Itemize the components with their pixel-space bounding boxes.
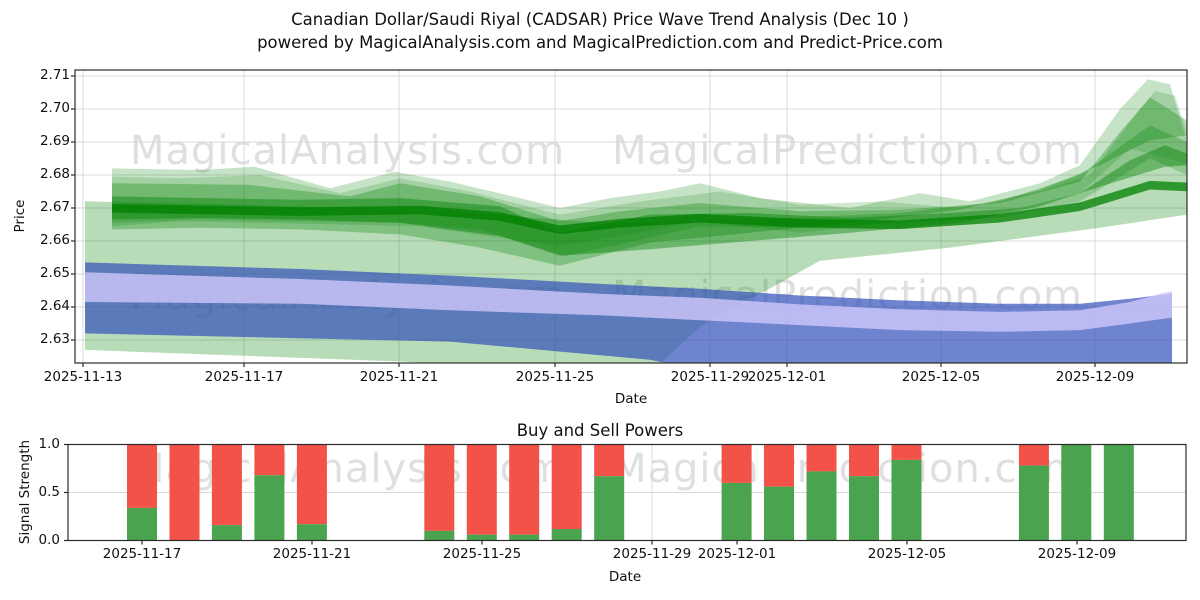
sell-bar bbox=[466, 444, 497, 535]
buy-bar bbox=[1061, 444, 1092, 541]
price-xaxis-label: Date bbox=[614, 391, 648, 407]
watermark-magicalanalysis: MagicalAnalysis.com bbox=[130, 128, 566, 174]
signal-xtick-label: 2025-12-09 bbox=[1037, 546, 1117, 562]
price-xtick-label: 2025-11-17 bbox=[204, 369, 284, 385]
buy-bar bbox=[1018, 465, 1049, 541]
sell-bar bbox=[254, 444, 285, 476]
sell-bar bbox=[551, 444, 582, 529]
price-band-green-core bbox=[112, 145, 1187, 256]
sell-bar bbox=[891, 444, 922, 460]
chart-title-line2: powered by MagicalAnalysis.com and Magic… bbox=[257, 33, 943, 52]
price-ytick-label: 2.63 bbox=[39, 331, 70, 347]
signal-chart-title: Buy and Sell Powers bbox=[516, 421, 684, 440]
buy-bar bbox=[1103, 444, 1134, 541]
buy-bar bbox=[806, 471, 837, 541]
sell-bar bbox=[296, 444, 327, 525]
price-xtick-label: 2025-12-01 bbox=[747, 369, 827, 385]
signal-ytick-label: 0.5 bbox=[38, 483, 60, 500]
buy-bar bbox=[594, 476, 625, 541]
price-ytick-label: 2.70 bbox=[39, 100, 70, 116]
sell-bar bbox=[806, 444, 837, 472]
signal-ytick-label: 0.0 bbox=[38, 531, 60, 548]
sell-bar bbox=[764, 444, 794, 487]
buy-bar bbox=[764, 486, 794, 541]
price-ytick-label: 2.65 bbox=[39, 265, 70, 281]
price-xtick-label: 2025-11-21 bbox=[359, 369, 439, 385]
signal-xtick-label: 2025-12-05 bbox=[867, 546, 947, 562]
price-xtick-label: 2025-11-13 bbox=[43, 369, 123, 385]
buy-bar bbox=[466, 534, 497, 541]
price-xtick-label: 2025-12-05 bbox=[901, 369, 981, 385]
sell-bar bbox=[721, 444, 752, 483]
price-xtick-label: 2025-11-25 bbox=[515, 369, 595, 385]
sell-bar bbox=[127, 444, 157, 508]
buy-bar bbox=[891, 459, 922, 541]
sell-bar bbox=[1018, 444, 1049, 466]
price-plot-border bbox=[74, 69, 1188, 364]
chart-title-line1: Canadian Dollar/Saudi Riyal (CADSAR) Pri… bbox=[291, 10, 909, 29]
sell-bar bbox=[169, 444, 200, 541]
watermark-magicalprediction: MagicalPrediction.com bbox=[612, 128, 1083, 174]
price-ytick-label: 2.67 bbox=[39, 199, 70, 215]
sell-bar bbox=[594, 444, 625, 477]
price-ytick-label: 2.71 bbox=[39, 67, 70, 83]
price-band-purple-band bbox=[85, 272, 1172, 332]
signal-xtick-label: 2025-11-17 bbox=[102, 546, 182, 562]
buy-bar bbox=[211, 525, 242, 541]
buy-bar bbox=[551, 529, 582, 541]
buy-bar bbox=[509, 534, 540, 541]
price-ytick-label: 2.64 bbox=[39, 298, 70, 314]
price-band-green-mid bbox=[112, 97, 1187, 266]
sell-bar bbox=[211, 444, 242, 526]
price-xtick-label: 2025-12-09 bbox=[1055, 369, 1135, 385]
signal-xtick-label: 2025-11-21 bbox=[272, 546, 352, 562]
buy-bar bbox=[254, 475, 285, 541]
signal-xtick-label: 2025-11-25 bbox=[442, 546, 522, 562]
buy-bar bbox=[127, 507, 157, 541]
price-xtick-label: 2025-11-29 bbox=[670, 369, 750, 385]
buy-bar bbox=[721, 482, 752, 541]
signal-ytick-label: 1.0 bbox=[38, 435, 60, 452]
buy-bar bbox=[424, 530, 455, 541]
signal-xtick-label: 2025-11-29 bbox=[612, 546, 692, 562]
buy-bar bbox=[849, 476, 879, 541]
price-ytick-label: 2.66 bbox=[39, 232, 70, 248]
watermark-magicalprediction: MagicalPrediction.com bbox=[612, 446, 1083, 492]
price-band-green-dark-core bbox=[112, 180, 1187, 235]
sell-bar bbox=[849, 444, 879, 477]
signal-xtick-label: 2025-12-01 bbox=[697, 546, 777, 562]
signal-xaxis-label: Date bbox=[608, 569, 642, 585]
sell-bar bbox=[509, 444, 540, 535]
price-ytick-label: 2.68 bbox=[39, 166, 70, 182]
sell-bar bbox=[424, 444, 455, 531]
buy-bar bbox=[296, 524, 327, 541]
price-ytick-label: 2.69 bbox=[39, 133, 70, 149]
